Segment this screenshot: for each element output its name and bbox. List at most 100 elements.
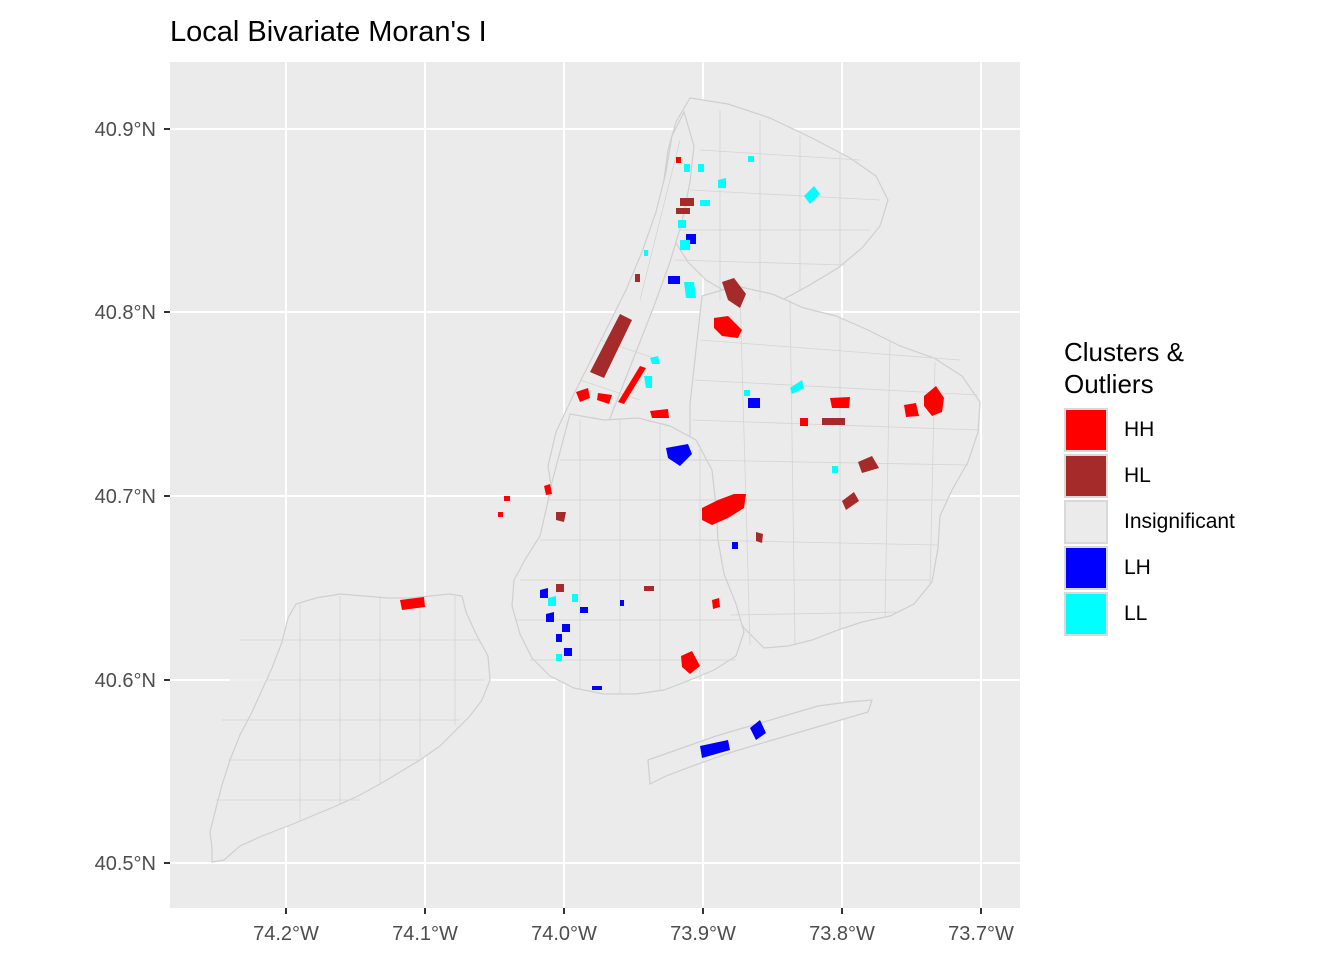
y-tick-label: 40.8°N xyxy=(95,302,156,324)
legend-key-hh xyxy=(1064,408,1108,452)
x-tick-label: 73.8°W xyxy=(809,923,875,945)
legend-key-insignificant xyxy=(1064,500,1108,544)
hh-region xyxy=(504,496,510,501)
hh-region xyxy=(650,409,669,418)
legend-key-hl xyxy=(1064,454,1108,498)
ll-region xyxy=(644,376,652,388)
x-tick-labels: 74.2°W 74.1°W 74.0°W 73.9°W 73.8°W 73.7°… xyxy=(253,923,1014,945)
hh-region xyxy=(681,651,700,674)
lh-region xyxy=(556,634,562,642)
hh-region xyxy=(800,418,808,426)
hh-region xyxy=(924,386,944,416)
ll-region xyxy=(748,156,754,162)
lh-region xyxy=(748,398,760,408)
legend-key-ll xyxy=(1064,592,1108,636)
y-tick-label: 40.6°N xyxy=(95,670,156,692)
ll-region xyxy=(700,200,710,206)
hl-region xyxy=(635,274,640,282)
y-tick-label: 40.7°N xyxy=(95,486,156,508)
hh-region xyxy=(712,598,720,609)
ll-region xyxy=(680,240,690,250)
hl-region xyxy=(858,456,879,473)
lh-region xyxy=(562,624,570,632)
hh-region xyxy=(714,316,742,338)
lh-region xyxy=(540,588,548,598)
hl-region xyxy=(556,512,566,522)
lh-region xyxy=(592,686,602,690)
hl-region xyxy=(680,198,694,206)
hl-region xyxy=(822,418,845,425)
x-tick-label: 73.7°W xyxy=(948,923,1014,945)
hh-region xyxy=(400,597,425,610)
lh-region xyxy=(546,612,554,622)
hh-region xyxy=(576,388,590,402)
legend-title: Clusters & Outliers xyxy=(1064,336,1184,400)
ll-region xyxy=(832,466,838,473)
ll-region xyxy=(678,220,686,228)
hl-region xyxy=(590,314,632,378)
legend-title-line: Outliers xyxy=(1064,369,1154,399)
legend-item-insignificant: Insignificant xyxy=(1064,500,1324,544)
legend-item-lh: LH xyxy=(1064,546,1324,590)
legend-label-ll: LL xyxy=(1124,602,1148,625)
y-tick-labels: 40.9°N 40.8°N 40.7°N 40.6°N 40.5°N xyxy=(95,119,156,875)
hl-region xyxy=(644,586,654,591)
legend-label-hh: HH xyxy=(1124,418,1155,441)
legend-label-insignificant: Insignificant xyxy=(1124,510,1235,533)
y-tick-label: 40.9°N xyxy=(95,119,156,141)
hh-region xyxy=(498,512,503,517)
hh-region xyxy=(618,366,646,404)
legend-item-hl: HL xyxy=(1064,454,1324,498)
ll-region xyxy=(684,282,696,298)
hl-region xyxy=(556,584,564,592)
ll-region xyxy=(548,596,556,606)
x-tick-label: 74.1°W xyxy=(392,923,458,945)
lh-region xyxy=(580,607,588,613)
x-tick-label: 74.2°W xyxy=(253,923,319,945)
legend-label-lh: LH xyxy=(1124,556,1151,579)
hh-regions xyxy=(400,157,944,674)
lh-regions xyxy=(540,234,766,758)
ll-region xyxy=(790,380,804,394)
lh-region xyxy=(750,720,766,740)
lh-region xyxy=(700,740,730,758)
map-title: Local Bivariate Moran's I xyxy=(170,16,487,48)
ll-region xyxy=(556,654,562,661)
x-tick-label: 74.0°W xyxy=(531,923,597,945)
hh-region xyxy=(830,397,850,408)
hl-region xyxy=(756,532,763,543)
hl-region xyxy=(722,278,746,308)
hl-region xyxy=(676,208,690,214)
ll-region xyxy=(644,250,648,256)
hh-region xyxy=(702,494,746,525)
hh-region xyxy=(904,403,919,417)
hh-region xyxy=(597,393,612,404)
hl-region xyxy=(842,492,859,510)
ll-region xyxy=(572,594,578,602)
rockaway-shape xyxy=(647,699,873,785)
ll-region xyxy=(684,164,690,172)
legend-label-hl: HL xyxy=(1124,464,1151,487)
legend-item-ll: LL xyxy=(1064,592,1324,636)
x-tick-label: 73.9°W xyxy=(670,923,736,945)
hh-region xyxy=(676,157,681,163)
ll-region xyxy=(804,186,820,204)
lh-region xyxy=(668,276,680,284)
ll-region xyxy=(650,356,660,364)
lh-region xyxy=(732,542,738,549)
hl-regions xyxy=(556,198,879,592)
ll-region xyxy=(744,390,750,396)
axis-ticks xyxy=(164,128,982,914)
lh-region xyxy=(620,600,624,606)
legend-title-line: Clusters & xyxy=(1064,337,1184,367)
ll-region xyxy=(718,178,726,188)
y-tick-label: 40.5°N xyxy=(95,853,156,875)
legend-key-lh xyxy=(1064,546,1108,590)
lh-region xyxy=(666,444,692,466)
hh-region xyxy=(544,484,552,495)
lh-region xyxy=(564,648,572,656)
legend-item-hh: HH xyxy=(1064,408,1324,452)
ll-region xyxy=(698,164,704,172)
